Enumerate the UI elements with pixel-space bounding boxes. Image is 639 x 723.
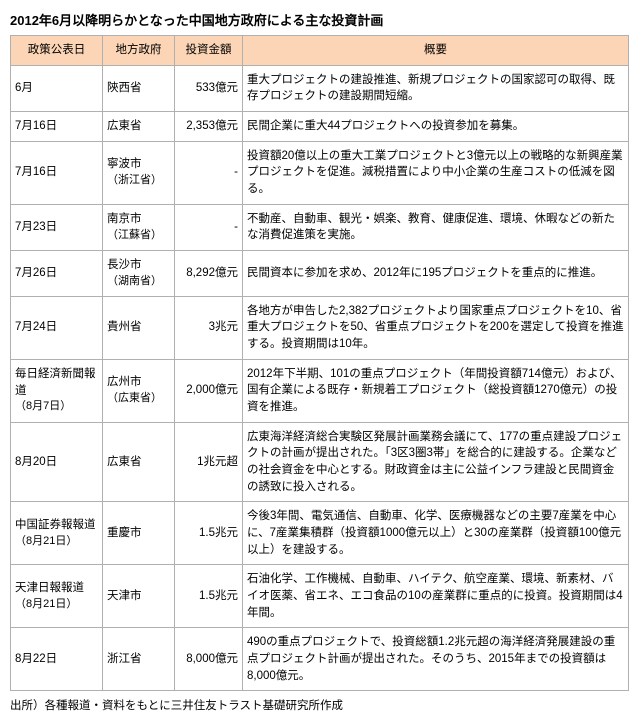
cell-summary: 今後3年間、電気通信、自動車、化学、医療機器などの主要7産業を中心に、7産業集積…	[243, 502, 629, 565]
cell-gov: 広東省	[103, 112, 175, 142]
cell-date: 7月24日	[11, 296, 103, 359]
cell-date: 8月20日	[11, 422, 103, 502]
cell-date: 7月23日	[11, 204, 103, 250]
cell-summary: 不動産、自動車、観光・娯楽、教育、健康促進、環境、休暇などの新たな消費促進策を実…	[243, 204, 629, 250]
cell-amount: 533億元	[175, 65, 243, 111]
table-row: 8月22日浙江省8,000億元490の重点プロジェクトで、投資総額1.2兆元超の…	[11, 628, 629, 691]
table-row: 7月16日寧波市（浙江省）-投資額20億以上の重大工業プロジェクトと3億元以上の…	[11, 141, 629, 204]
cell-gov: 長沙市（湖南省）	[103, 251, 175, 297]
cell-gov: 貴州省	[103, 296, 175, 359]
cell-gov: 広州市（広東省）	[103, 359, 175, 422]
cell-summary: 民間企業に重大44プロジェクトへの投資参加を募集。	[243, 112, 629, 142]
cell-date-sub: （8月7日）	[15, 399, 98, 415]
cell-amount: 8,000億元	[175, 628, 243, 691]
header-amount: 投資金額	[175, 36, 243, 66]
cell-summary: 重大プロジェクトの建設推進、新規プロジェクトの国家認可の取得、既存プロジェクトの…	[243, 65, 629, 111]
cell-summary: 投資額20億以上の重大工業プロジェクトと3億元以上の戦略的な新興産業プロジェクト…	[243, 141, 629, 204]
cell-gov-sub: （湖南省）	[107, 274, 170, 290]
page-title: 2012年6月以降明らかとなった中国地方政府による主な投資計画	[10, 10, 629, 29]
cell-amount: 8,292億元	[175, 251, 243, 297]
cell-amount: -	[175, 204, 243, 250]
cell-date: 7月26日	[11, 251, 103, 297]
cell-amount: 2,353億元	[175, 112, 243, 142]
investment-table: 政策公表日 地方政府 投資金額 概要 6月陝西省533億元重大プロジェクトの建設…	[10, 35, 629, 691]
cell-date: 7月16日	[11, 141, 103, 204]
cell-amount: 1兆元超	[175, 422, 243, 502]
cell-gov: 南京市（江蘇省）	[103, 204, 175, 250]
table-row: 中国証券報報道（8月21日）重慶市1.5兆元今後3年間、電気通信、自動車、化学、…	[11, 502, 629, 565]
cell-amount: 2,000億元	[175, 359, 243, 422]
table-row: 6月陝西省533億元重大プロジェクトの建設推進、新規プロジェクトの国家認可の取得…	[11, 65, 629, 111]
cell-amount: 1.5兆元	[175, 565, 243, 628]
cell-date: 天津日報報道（8月21日）	[11, 565, 103, 628]
cell-date: 7月16日	[11, 112, 103, 142]
header-date: 政策公表日	[11, 36, 103, 66]
header-gov: 地方政府	[103, 36, 175, 66]
cell-date-sub: （8月21日）	[15, 597, 98, 613]
cell-gov: 天津市	[103, 565, 175, 628]
source-note: 出所）各種報道・資料をもとに三井住友トラスト基礎研究所作成	[10, 697, 629, 713]
table-row: 7月26日長沙市（湖南省）8,292億元民間資本に参加を求め、2012年に195…	[11, 251, 629, 297]
cell-gov: 寧波市（浙江省）	[103, 141, 175, 204]
cell-date: 8月22日	[11, 628, 103, 691]
cell-date: 6月	[11, 65, 103, 111]
cell-amount: 3兆元	[175, 296, 243, 359]
cell-date: 中国証券報報道（8月21日）	[11, 502, 103, 565]
cell-summary: 2012年下半期、101の重点プロジェクト（年間投資額714億元）および、国有企…	[243, 359, 629, 422]
table-row: 毎日経済新聞報道（8月7日）広州市（広東省）2,000億元2012年下半期、10…	[11, 359, 629, 422]
cell-amount: 1.5兆元	[175, 502, 243, 565]
table-row: 8月20日広東省1兆元超広東海洋経済総合実験区発展計画業務会議にて、177の重点…	[11, 422, 629, 502]
cell-gov-sub: （広東省）	[107, 391, 170, 407]
table-row: 天津日報報道（8月21日）天津市1.5兆元石油化学、工作機械、自動車、ハイテク、…	[11, 565, 629, 628]
cell-summary: 広東海洋経済総合実験区発展計画業務会議にて、177の重点建設プロジェクトの計画が…	[243, 422, 629, 502]
cell-gov-sub: （江蘇省）	[107, 228, 170, 244]
cell-gov: 陝西省	[103, 65, 175, 111]
cell-date-sub: （8月21日）	[15, 534, 98, 550]
table-row: 7月23日南京市（江蘇省）-不動産、自動車、観光・娯楽、教育、健康促進、環境、休…	[11, 204, 629, 250]
cell-amount: -	[175, 141, 243, 204]
cell-gov: 浙江省	[103, 628, 175, 691]
table-row: 7月24日貴州省3兆元各地方が申告した2,382プロジェクトより国家重点プロジェ…	[11, 296, 629, 359]
cell-gov: 重慶市	[103, 502, 175, 565]
cell-summary: 各地方が申告した2,382プロジェクトより国家重点プロジェクトを10、省重大プロ…	[243, 296, 629, 359]
header-summary: 概要	[243, 36, 629, 66]
table-header-row: 政策公表日 地方政府 投資金額 概要	[11, 36, 629, 66]
cell-summary: 490の重点プロジェクトで、投資総額1.2兆元超の海洋経済発展建設の重点プロジェ…	[243, 628, 629, 691]
cell-summary: 民間資本に参加を求め、2012年に195プロジェクトを重点的に推進。	[243, 251, 629, 297]
cell-gov: 広東省	[103, 422, 175, 502]
table-body: 6月陝西省533億元重大プロジェクトの建設推進、新規プロジェクトの国家認可の取得…	[11, 65, 629, 691]
cell-date: 毎日経済新聞報道（8月7日）	[11, 359, 103, 422]
cell-summary: 石油化学、工作機械、自動車、ハイテク、航空産業、環境、新素材、バイオ医薬、省エネ…	[243, 565, 629, 628]
table-row: 7月16日広東省2,353億元民間企業に重大44プロジェクトへの投資参加を募集。	[11, 112, 629, 142]
cell-gov-sub: （浙江省）	[107, 173, 170, 189]
